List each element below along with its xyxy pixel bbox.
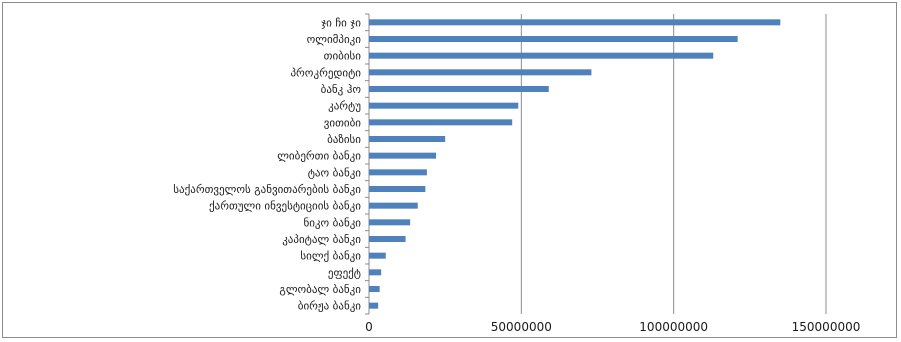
category-label-14: სილქ ბანკი [300, 250, 361, 263]
bar-4 [369, 86, 549, 92]
category-label-9: ტაო ბანკი [308, 166, 362, 179]
bar-8 [369, 152, 437, 159]
bar-17 [369, 302, 379, 309]
category-label-12: ნიკო ბანკი [303, 216, 361, 229]
bar-12 [369, 219, 411, 226]
category-label-6: ვითიბი [324, 116, 362, 129]
bar-16 [369, 286, 380, 292]
category-label-4: ბანკ ჰო [321, 83, 362, 96]
x-tick-label-3: 150000000 [792, 320, 861, 334]
bar-9 [369, 169, 427, 176]
category-label-8: ლიბერთი ბანკი [277, 150, 361, 163]
bar-10 [369, 186, 426, 192]
category-label-1: ოლიმპიკი [307, 33, 362, 46]
x-tick-label-0: 0 [365, 320, 373, 334]
bar-11 [369, 202, 418, 209]
bar-2 [369, 52, 714, 59]
bar-5 [369, 102, 519, 109]
bar-3 [369, 69, 592, 76]
bar-7 [369, 136, 446, 142]
category-label-16: გლობალ ბანკი [279, 283, 361, 296]
x-tick-label-2: 100000000 [639, 320, 708, 334]
category-label-17: ბირჟა ბანკი [298, 300, 362, 313]
bar-14 [369, 252, 386, 259]
category-label-15: ეფექტ [328, 266, 361, 279]
category-label-7: ბაზისი [327, 133, 361, 146]
category-label-3: პროკრედიტი [290, 66, 361, 79]
category-label-13: კაპიტალ ბანკი [282, 233, 361, 246]
x-tick-label-1: 50000000 [491, 320, 552, 334]
bar-1 [369, 36, 738, 42]
bar-15 [369, 269, 382, 276]
bar-13 [369, 236, 406, 242]
bar-6 [369, 119, 513, 126]
category-label-0: ჯი ჩი ჯი [321, 16, 361, 29]
category-label-10: საქართველოს განვითარების ბანკი [173, 183, 361, 196]
category-label-5: კარტუ [328, 100, 361, 113]
category-label-2: თიბისი [324, 50, 362, 63]
bar-0 [369, 19, 781, 26]
category-label-11: ქართული ინვესტიციის ბანკი [209, 200, 361, 213]
